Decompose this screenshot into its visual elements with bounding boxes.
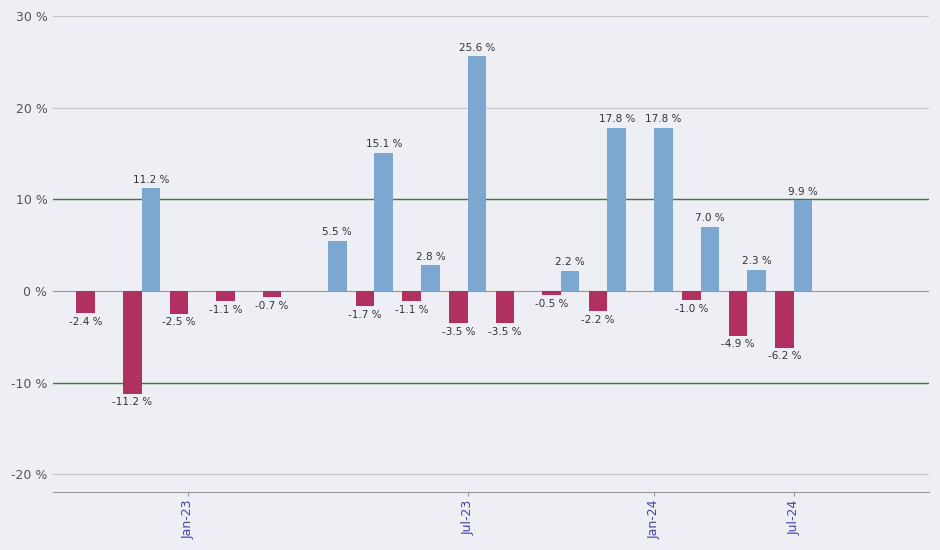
Bar [374,152,393,291]
Text: -11.2 %: -11.2 % [112,397,152,407]
Bar [654,128,673,291]
Bar [495,291,514,323]
Text: -3.5 %: -3.5 % [442,327,475,337]
Bar [542,291,561,295]
Bar [588,291,607,311]
Text: 17.8 %: 17.8 % [599,114,634,124]
Text: -1.1 %: -1.1 % [209,305,243,315]
Bar [793,200,812,291]
Text: 11.2 %: 11.2 % [133,175,169,185]
Text: -6.2 %: -6.2 % [768,351,801,361]
Text: 7.0 %: 7.0 % [695,213,725,223]
Bar [468,57,486,291]
Text: 2.3 %: 2.3 % [742,256,772,266]
Text: 5.5 %: 5.5 % [322,227,352,237]
Bar [142,188,160,291]
Text: 2.2 %: 2.2 % [556,257,585,267]
Bar [402,291,421,301]
Text: 17.8 %: 17.8 % [645,114,682,124]
Text: -2.5 %: -2.5 % [162,317,196,327]
Bar [76,291,95,313]
Text: -0.5 %: -0.5 % [535,299,568,309]
Text: -1.7 %: -1.7 % [349,310,382,320]
Text: -0.7 %: -0.7 % [256,301,289,311]
Bar [561,271,579,291]
Bar [262,291,281,298]
Bar [747,270,766,291]
Text: -3.5 %: -3.5 % [488,327,522,337]
Text: 2.8 %: 2.8 % [415,251,446,262]
Text: -2.4 %: -2.4 % [69,317,102,327]
Bar [328,240,347,291]
Text: 15.1 %: 15.1 % [366,139,402,149]
Text: -1.1 %: -1.1 % [395,305,429,315]
Text: -4.9 %: -4.9 % [721,339,755,349]
Bar [123,291,142,393]
Bar [449,291,468,323]
Bar [607,128,626,291]
Bar [421,265,440,291]
Bar [700,227,719,291]
Bar [169,291,188,314]
Text: 25.6 %: 25.6 % [459,43,495,53]
Bar [356,291,374,306]
Text: -2.2 %: -2.2 % [581,315,615,324]
Text: -1.0 %: -1.0 % [675,304,708,313]
Bar [776,291,793,348]
Bar [682,291,700,300]
Bar [216,291,235,301]
Bar [728,291,747,336]
Text: 9.9 %: 9.9 % [789,186,818,196]
